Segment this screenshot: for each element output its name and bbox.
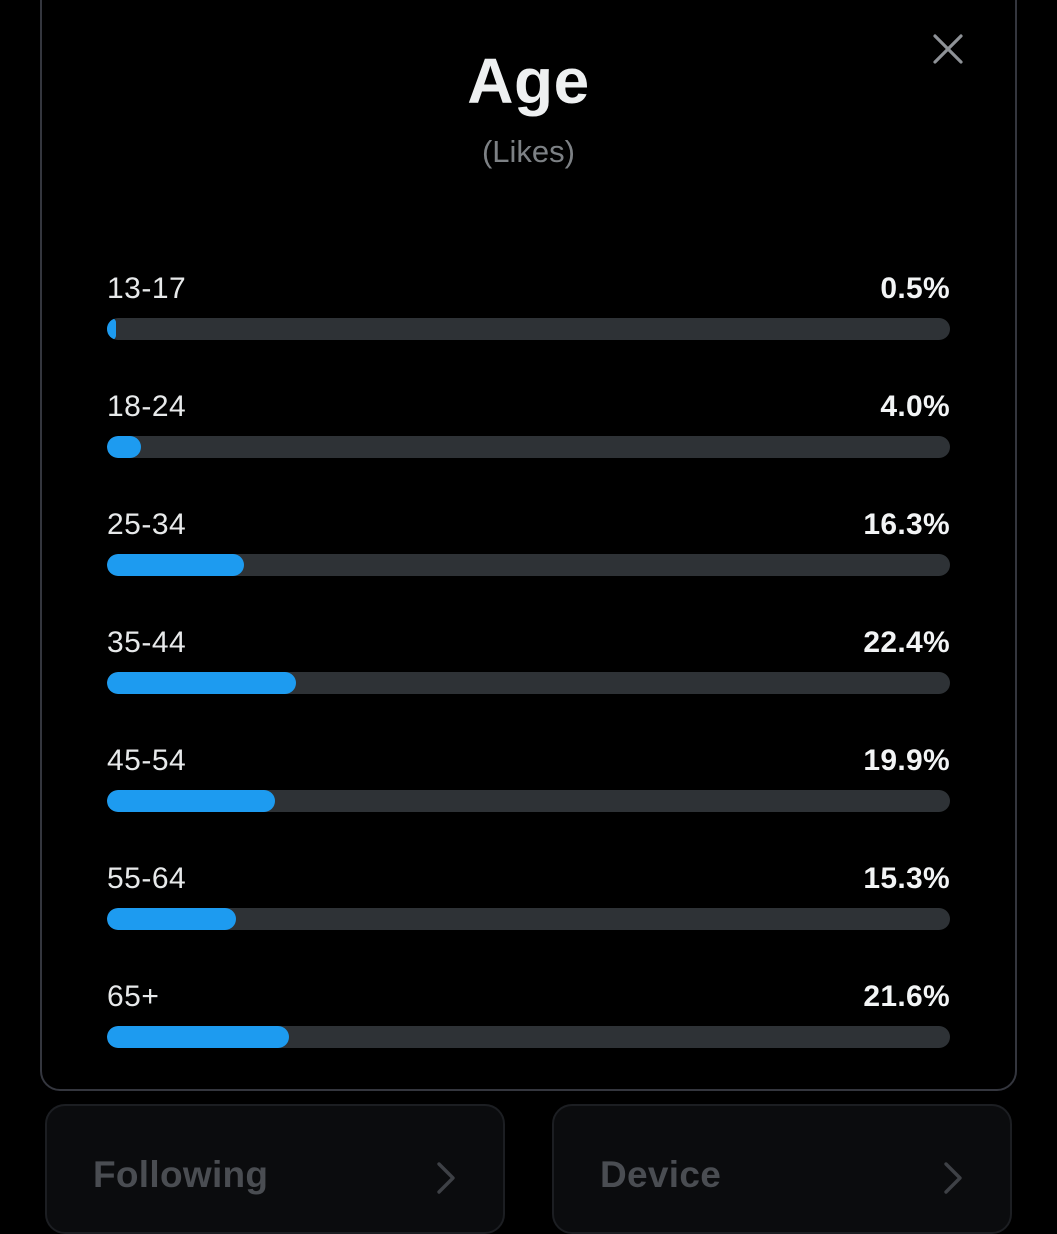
age-bucket-percent: 15.3% (863, 862, 950, 895)
age-bucket-label: 35-44 (107, 626, 187, 659)
age-bucket-label: 45-54 (107, 744, 187, 777)
close-button[interactable] (929, 30, 967, 68)
age-bar-row-head: 13-17 0.5% (107, 272, 950, 306)
bar-track (107, 1026, 950, 1048)
bar-fill (107, 672, 296, 694)
modal-subtitle: (Likes) (481, 134, 575, 169)
bar-track (107, 554, 950, 576)
age-bar-row: 18-24 4.0% (107, 390, 950, 458)
bar-fill (107, 554, 245, 576)
age-bar-row: 35-44 22.4% (107, 626, 950, 694)
age-bar-row: 55-64 15.3% (107, 862, 950, 930)
age-bar-row-head: 25-34 16.3% (107, 508, 950, 542)
device-card-label: Device (600, 1154, 722, 1195)
age-bucket-percent: 4.0% (880, 390, 950, 423)
following-card-label: Following (93, 1154, 269, 1195)
following-card[interactable]: Following (45, 1104, 505, 1234)
bar-fill (107, 908, 236, 930)
close-icon (933, 34, 963, 64)
age-bucket-percent: 16.3% (863, 508, 950, 541)
age-bucket-label: 18-24 (107, 390, 187, 423)
bar-fill (107, 318, 116, 340)
age-bucket-percent: 0.5% (880, 272, 950, 305)
age-bucket-label: 55-64 (107, 862, 187, 895)
modal-title: Age (467, 45, 590, 117)
bar-track (107, 790, 950, 812)
age-bar-row-head: 45-54 19.9% (107, 744, 950, 778)
age-bar-row-head: 35-44 22.4% (107, 626, 950, 660)
bar-fill (107, 436, 141, 458)
age-bar-row: 13-17 0.5% (107, 272, 950, 340)
age-bucket-percent: 19.9% (863, 744, 950, 777)
age-bar-chart: 13-17 0.5% 18-24 4.0% 25-34 16.3% 35-44 … (107, 272, 950, 1048)
bar-track (107, 672, 950, 694)
age-bar-row: 25-34 16.3% (107, 508, 950, 576)
device-card[interactable]: Device (552, 1104, 1012, 1234)
age-bar-row-head: 55-64 15.3% (107, 862, 950, 896)
age-bucket-label: 65+ (107, 980, 160, 1013)
bar-fill (107, 790, 275, 812)
bar-fill (107, 1026, 290, 1048)
age-bucket-percent: 22.4% (863, 626, 950, 659)
age-bucket-label: 13-17 (107, 272, 187, 305)
chevron-right-icon (437, 1162, 455, 1194)
bar-track (107, 908, 950, 930)
bar-track (107, 436, 950, 458)
age-demographics-modal: Age (Likes) 13-17 0.5% 18-24 4.0% 25-34 … (40, 0, 1017, 1091)
age-bucket-label: 25-34 (107, 508, 187, 541)
bar-track (107, 318, 950, 340)
age-bar-row-head: 65+ 21.6% (107, 980, 950, 1014)
chevron-right-icon (944, 1162, 962, 1194)
age-bucket-percent: 21.6% (863, 980, 950, 1013)
age-bar-row-head: 18-24 4.0% (107, 390, 950, 424)
age-bar-row: 65+ 21.6% (107, 980, 950, 1048)
age-bar-row: 45-54 19.9% (107, 744, 950, 812)
